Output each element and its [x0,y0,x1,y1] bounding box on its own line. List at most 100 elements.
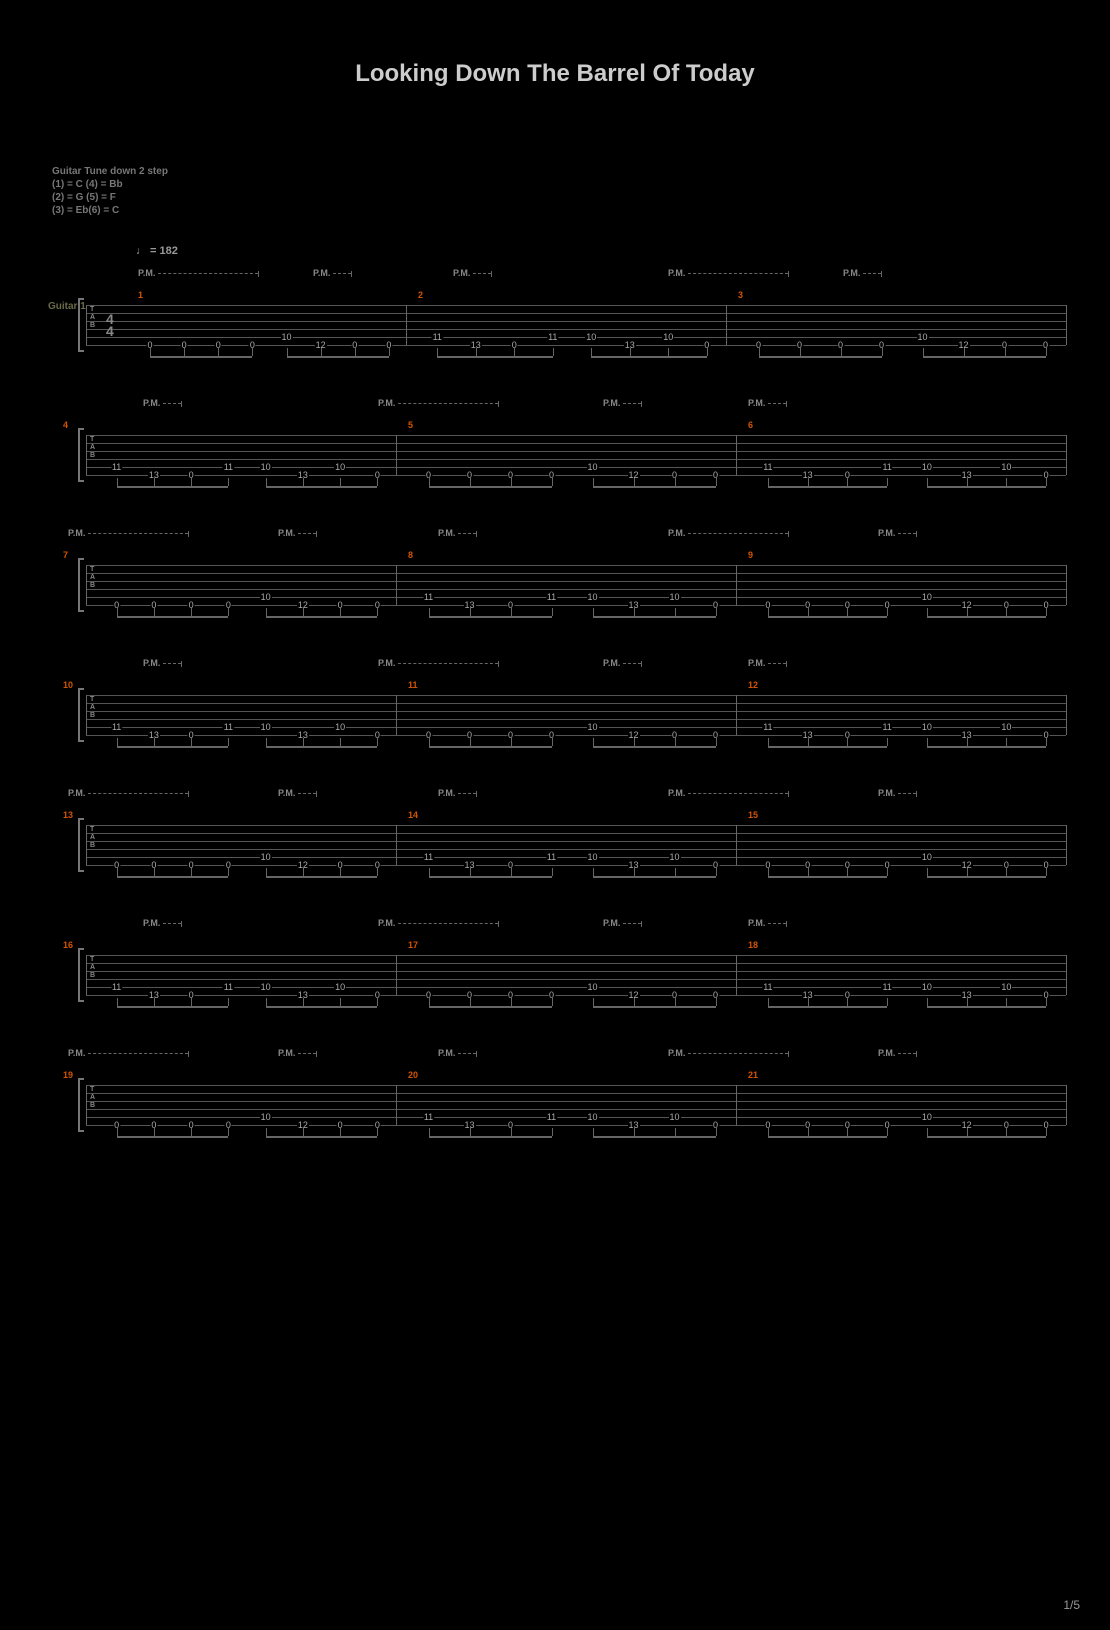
note-stem [967,998,968,1006]
note-stem [340,738,341,746]
note-stem [429,1128,430,1136]
staff-line [86,735,1066,736]
note-stem [847,1128,848,1136]
note-stem [470,478,471,486]
tab-note: 10 [921,722,933,732]
note-stem [1046,738,1047,746]
beam [768,486,887,488]
note-stem [675,868,676,876]
barline [736,435,737,475]
system-bracket [78,948,84,1002]
note-stem [228,1128,229,1136]
system-bracket [78,428,84,482]
beam [927,486,1046,488]
note-stem [768,608,769,616]
beam [927,616,1046,618]
note-stem [154,738,155,746]
note-stem [429,868,430,876]
beam [927,1006,1046,1008]
tab-note: 10 [1000,462,1012,472]
note-stem [716,868,717,876]
tuning-line: (1) = C (4) = Bb [52,178,168,191]
tab-note: 10 [586,592,598,602]
measure-number: 7 [63,550,68,560]
beam [923,356,1046,358]
tab-note: 11 [423,1112,434,1122]
tab-note: 10 [662,332,674,342]
note-stem [967,868,968,876]
note-stem [228,868,229,876]
beam [429,616,552,618]
staff-line [86,833,1066,834]
tab-note: 10 [260,592,272,602]
tab-note: 11 [762,982,773,992]
note-stem [511,1128,512,1136]
note-stem [716,1128,717,1136]
note-stem [266,738,267,746]
note-stem [716,478,717,486]
beam [266,1136,378,1138]
palm-mute-marking: P.M. [668,1048,789,1058]
tab-note: 11 [881,462,892,472]
palm-mute-marking: P.M. [378,918,499,928]
note-stem [675,998,676,1006]
barline [1066,435,1067,475]
note-stem [437,348,438,356]
note-stem [552,608,553,616]
note-stem [1046,868,1047,876]
note-stem [154,998,155,1006]
tab-note: 10 [334,982,346,992]
note-stem [511,738,512,746]
note-stem [593,998,594,1006]
measure-number: 21 [748,1070,758,1080]
note-stem [303,868,304,876]
note-stem [303,608,304,616]
barline [396,435,397,475]
note-stem [1046,1128,1047,1136]
measure-number: 6 [748,420,753,430]
note-stem [429,608,430,616]
note-stem [470,608,471,616]
tab-clef: TAB [90,566,95,590]
tab-note: 10 [1000,722,1012,732]
note-stem [389,348,390,356]
beam [429,1006,552,1008]
beam [768,616,887,618]
tempo-marking: = 182 [136,245,178,257]
note-stem [591,348,592,356]
barline [86,565,87,605]
beam [287,356,389,358]
note-stem [553,348,554,356]
note-stem [266,998,267,1006]
staff-line [86,475,1066,476]
barline [396,955,397,995]
staff-line [86,971,1066,972]
palm-mute-marking: P.M. [278,788,317,798]
tab-note: 11 [111,982,122,992]
note-stem [675,478,676,486]
tab-note: 11 [223,462,234,472]
note-stem [552,478,553,486]
note-stem [887,738,888,746]
staff-line [86,573,1066,574]
note-stem [228,738,229,746]
note-stem [117,608,118,616]
staff-line [86,1101,1066,1102]
tab-clef: TAB [90,306,95,330]
staff-line [86,605,1066,606]
barline [1066,695,1067,735]
staff-line [86,305,1066,306]
note-stem [154,868,155,876]
note-stem [768,1128,769,1136]
note-stem [511,608,512,616]
palm-mute-marking: P.M. [668,268,789,278]
note-stem [191,1128,192,1136]
note-stem [927,998,928,1006]
tab-systems: TAB44123P.M.P.M.P.M.P.M.P.M.000010120011… [48,260,1068,1170]
note-stem [808,478,809,486]
barline [396,695,397,735]
tab-note: 10 [281,332,293,342]
beam [768,746,887,748]
palm-mute-marking: P.M. [878,788,917,798]
tab-note: 11 [546,852,557,862]
